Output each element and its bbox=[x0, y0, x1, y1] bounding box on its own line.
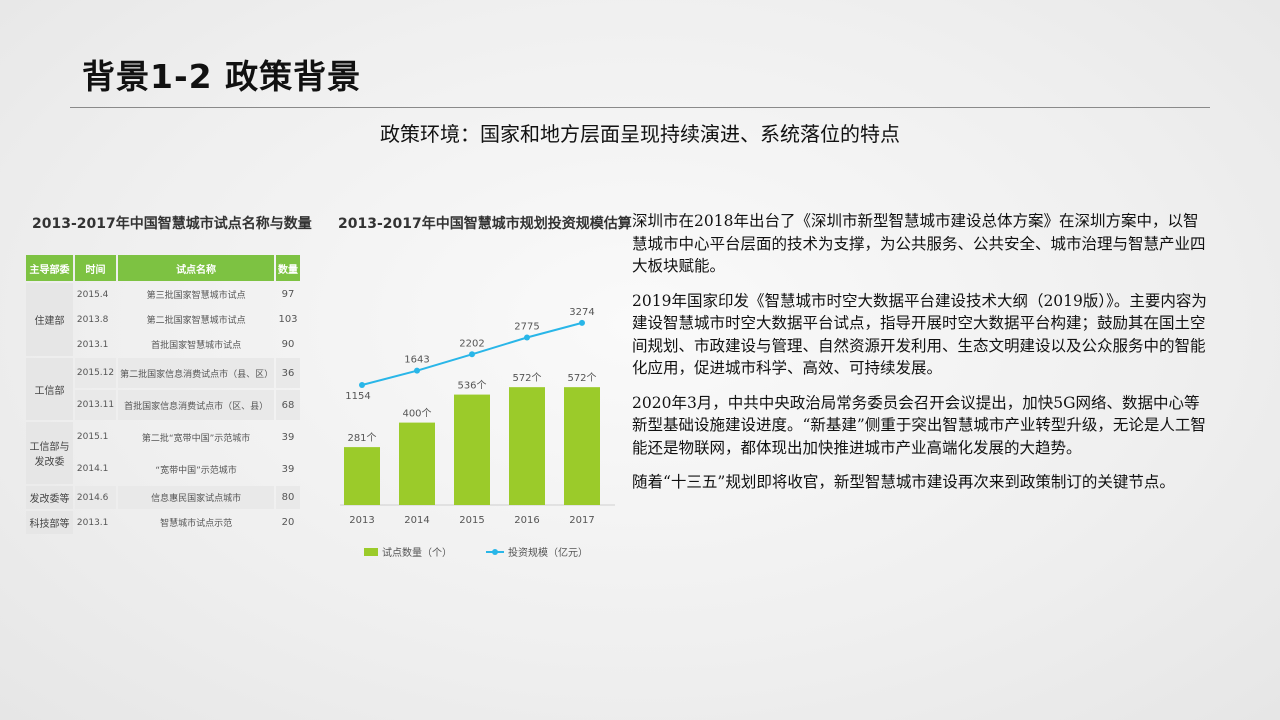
dept-cell: 住建部 bbox=[26, 283, 73, 356]
table-row: 科技部等 2013.1 智慧城市试点示范 20 bbox=[26, 511, 300, 534]
table-row: 工信部与发改委 2015.1 第二批“宽带中国”示范城市 39 bbox=[26, 422, 300, 484]
pilot-name-cell: 首批国家信息消费试点市（区、县） bbox=[118, 390, 275, 420]
table-row: 2014.1 “宽带中国”示范城市 39 bbox=[26, 454, 300, 484]
table-row: 住建部 2015.4 第三批国家智慧城市试点 97 bbox=[26, 283, 300, 356]
pilot-name-cell: 第二批国家信息消费试点市（县、区） bbox=[118, 358, 275, 388]
table-header-row: 主导部委 时间 试点名称 数量 bbox=[26, 255, 300, 281]
column-header: 时间 bbox=[74, 255, 117, 281]
line-data-label: 2202 bbox=[459, 338, 484, 349]
dept-cell: 发改委等 bbox=[26, 486, 73, 509]
table-row: 工信部 2015.12 第二批国家信息消费试点市（县、区） 36 bbox=[26, 358, 300, 420]
x-tick-label: 2016 bbox=[514, 515, 539, 526]
table-row: 2013.8 第二批国家智慧城市试点 103 bbox=[26, 308, 300, 331]
bar-data-label: 572个 bbox=[512, 372, 541, 384]
x-tick-label: 2017 bbox=[569, 515, 594, 526]
table-row: 2013.11 首批国家信息消费试点市（区、县） 68 bbox=[26, 390, 300, 420]
pilot-table: 主导部委 时间 试点名称 数量 住建部 2015.4 第三批国家智慧城市试点 9… bbox=[24, 253, 302, 536]
body-text: 深圳市在2018年出台了《深圳市新型智慧城市建设总体方案》在深圳方案中，以智慧城… bbox=[632, 210, 1212, 506]
x-tick-label: 2013 bbox=[349, 515, 374, 526]
line-data-label: 1643 bbox=[404, 355, 429, 366]
line-point bbox=[524, 334, 530, 341]
count-cell: 90 bbox=[281, 339, 295, 350]
line-point bbox=[414, 367, 420, 374]
count-cell: 97 bbox=[281, 289, 295, 300]
dept-cell: 工信部与发改委 bbox=[26, 422, 73, 484]
column-header: 试点名称 bbox=[118, 255, 275, 281]
legend-marker bbox=[492, 549, 498, 555]
pilot-name-cell: 第三批国家智慧城市试点 bbox=[146, 291, 246, 301]
count-cell: 103 bbox=[278, 314, 298, 325]
line-point bbox=[579, 319, 585, 326]
pilot-name-cell: “宽带中国”示范城市 bbox=[155, 465, 237, 476]
legend-label: 试点数量（个） bbox=[382, 546, 452, 559]
paragraph: 2019年国家印发《智慧城市时空大数据平台建设技术大纲（2019版）》。主要内容… bbox=[632, 291, 1207, 378]
line-data-label: 3274 bbox=[569, 307, 594, 318]
title-divider bbox=[70, 107, 1210, 108]
table-row: 发改委等 2014.6 信息惠民国家试点城市 80 bbox=[26, 486, 300, 509]
paragraph: 随着“十三五”规划即将收官，新型智慧城市建设再次来到政策制订的关键节点。 bbox=[632, 473, 1175, 491]
pilot-name-cell: 信息惠民国家试点城市 bbox=[118, 486, 275, 509]
bar-data-label: 281个 bbox=[347, 432, 376, 444]
x-tick-label: 2014 bbox=[404, 515, 429, 526]
pilot-name-cell: 第二批“宽带中国”示范城市 bbox=[141, 433, 251, 444]
count-cell: 39 bbox=[281, 431, 295, 443]
column-header: 数量 bbox=[276, 255, 300, 281]
x-tick-label: 2015 bbox=[459, 515, 484, 526]
time-cell: 2015.1 bbox=[76, 432, 109, 442]
line-point bbox=[469, 351, 475, 358]
line-data-label: 2775 bbox=[514, 322, 539, 333]
bar-data-label: 572个 bbox=[567, 372, 596, 384]
table-title: 2013-2017年中国智慧城市试点名称与数量 bbox=[32, 216, 312, 232]
bar bbox=[454, 394, 490, 505]
time-cell: 2013.1 bbox=[76, 339, 109, 350]
paragraph: 2020年3月，中共中央政治局常务委员会召开会议提出，加快5G网络、数据中心等新… bbox=[632, 393, 1206, 457]
time-cell: 2014.6 bbox=[74, 486, 117, 509]
page-subtitle: 政策环境：国家和地方层面呈现持续演进、系统落位的特点 bbox=[380, 122, 900, 146]
bar bbox=[399, 422, 435, 505]
count-cell: 20 bbox=[281, 517, 295, 528]
bar-data-label: 400个 bbox=[402, 408, 431, 420]
pilot-name-cell: 智慧城市试点示范 bbox=[160, 519, 233, 529]
legend-swatch-bars bbox=[364, 548, 378, 556]
bar bbox=[509, 387, 545, 505]
investment-chart: 281个 2013 400个 2014 536个 2015 572个 2016 572个 2017… bbox=[340, 307, 615, 559]
time-cell: 2013.11 bbox=[74, 390, 117, 420]
time-cell: 2013.1 bbox=[76, 517, 109, 528]
count-cell: 80 bbox=[276, 486, 300, 509]
bar bbox=[564, 387, 600, 505]
page-title: 背景1-2 政策背景 bbox=[82, 57, 362, 96]
legend-label: 投资规模（亿元） bbox=[508, 546, 588, 559]
dept-cell: 科技部等 bbox=[26, 511, 73, 534]
table-row: 2013.1 首批国家智慧城市试点 90 bbox=[26, 333, 300, 356]
count-cell: 36 bbox=[276, 358, 300, 388]
time-cell: 2013.8 bbox=[76, 314, 109, 325]
chart-title: 2013-2017年中国智慧城市规划投资规模估算 bbox=[338, 216, 632, 232]
time-cell: 2015.12 bbox=[74, 358, 117, 388]
paragraph: 深圳市在2018年出台了《深圳市新型智慧城市建设总体方案》在深圳方案中，以智慧城… bbox=[632, 212, 1206, 275]
dept-cell: 工信部 bbox=[26, 358, 73, 420]
bar bbox=[344, 447, 380, 505]
count-cell: 68 bbox=[276, 390, 300, 420]
pilot-name-cell: 首批国家智慧城市试点 bbox=[151, 341, 242, 351]
time-cell: 2015.4 bbox=[76, 289, 109, 300]
line-data-label: 1154 bbox=[345, 391, 370, 402]
pilot-name-cell: 第二批国家智慧城市试点 bbox=[146, 316, 246, 326]
line-point bbox=[359, 382, 365, 388]
bar-data-label: 536个 bbox=[457, 380, 486, 392]
column-header: 主导部委 bbox=[26, 255, 73, 281]
time-cell: 2014.1 bbox=[76, 464, 109, 474]
count-cell: 39 bbox=[281, 463, 295, 475]
